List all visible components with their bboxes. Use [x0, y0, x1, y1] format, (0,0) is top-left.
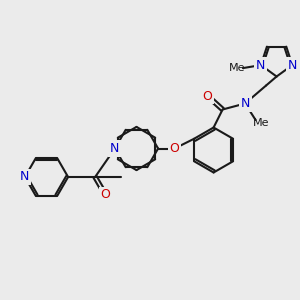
Text: N: N [240, 97, 250, 110]
Text: O: O [203, 89, 212, 103]
Text: N: N [20, 170, 30, 184]
Text: N: N [256, 58, 266, 72]
Text: Me: Me [253, 118, 269, 128]
Text: O: O [170, 142, 179, 155]
Text: N: N [110, 142, 120, 155]
Text: Me: Me [229, 63, 245, 73]
Text: N: N [288, 58, 297, 72]
Text: O: O [101, 188, 110, 202]
